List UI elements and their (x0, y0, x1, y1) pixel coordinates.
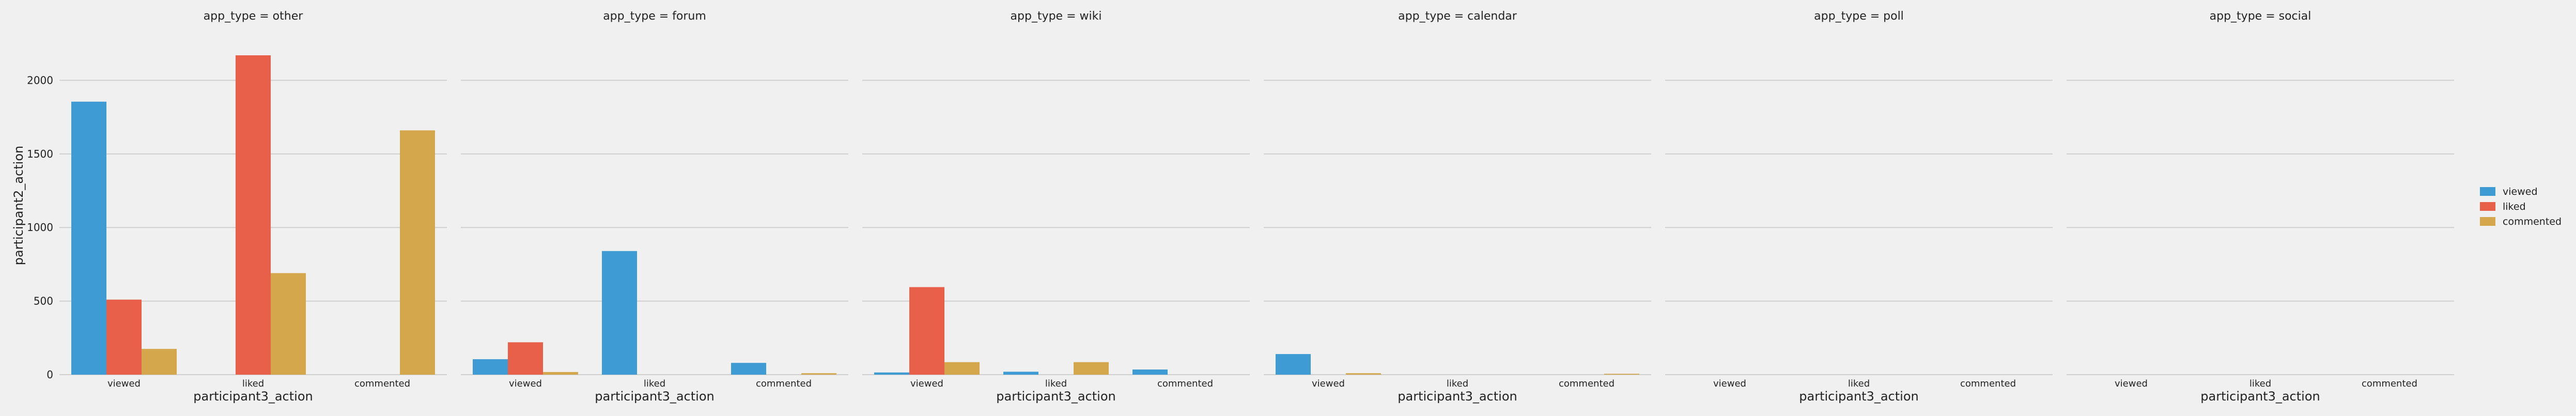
bar (142, 349, 177, 375)
legend-label: viewed (2503, 186, 2538, 197)
y-axis-label: participant2_action (11, 146, 26, 265)
bar (508, 342, 543, 375)
facet-title: app_type = poll (1814, 10, 1904, 23)
x-tick-label: viewed (509, 378, 542, 389)
facet-title: app_type = calendar (1398, 10, 1517, 23)
legend-swatch (2480, 217, 2495, 226)
y-tick-label: 0 (46, 368, 53, 381)
bar (731, 363, 766, 375)
bar (1276, 354, 1311, 375)
facet-title: app_type = wiki (1011, 10, 1102, 23)
x-tick-label: liked (644, 378, 665, 389)
facet-title: app_type = social (2210, 10, 2311, 23)
bar (602, 251, 637, 375)
facet-title: app_type = forum (603, 10, 706, 23)
x-tick-label: viewed (1312, 378, 1345, 389)
bar (1346, 373, 1381, 375)
bar (909, 287, 944, 375)
bar (473, 359, 508, 375)
legend-label: liked (2503, 201, 2526, 212)
x-tick-label: liked (1848, 378, 1870, 389)
x-axis-label: participant3_action (2200, 389, 2320, 404)
bar (71, 101, 106, 375)
x-tick-label: viewed (1713, 378, 1746, 389)
bar (236, 55, 271, 375)
bar (944, 362, 980, 375)
bar (874, 372, 909, 375)
y-tick-label: 2000 (27, 74, 53, 86)
x-tick-label: liked (2249, 378, 2271, 389)
bar (801, 373, 836, 375)
x-tick-label: liked (1045, 378, 1067, 389)
bar (106, 299, 142, 375)
x-axis-label: participant3_action (996, 389, 1115, 404)
bar (1604, 374, 1639, 375)
x-axis-label: participant3_action (193, 389, 313, 404)
x-axis-label: participant3_action (1799, 389, 1918, 404)
bar (1132, 369, 1168, 375)
x-tick-label: viewed (2115, 378, 2148, 389)
x-axis-label: participant3_action (595, 389, 714, 404)
legend-swatch (2480, 187, 2495, 196)
x-tick-label: liked (1447, 378, 1468, 389)
x-tick-label: commented (1559, 378, 1615, 389)
x-tick-label: commented (354, 378, 410, 389)
legend-swatch (2480, 202, 2495, 211)
y-tick-label: 1500 (27, 148, 53, 160)
bar (400, 130, 435, 375)
bar (543, 372, 578, 375)
bar (1003, 372, 1038, 375)
x-tick-label: commented (756, 378, 812, 389)
x-tick-label: commented (1960, 378, 2016, 389)
x-axis-label: participant3_action (1398, 389, 1517, 404)
legend-label: commented (2503, 216, 2562, 227)
x-tick-label: commented (2362, 378, 2417, 389)
x-tick-label: commented (1157, 378, 1213, 389)
x-tick-label: viewed (107, 378, 141, 389)
y-tick-label: 500 (34, 295, 53, 307)
y-tick-label: 1000 (27, 221, 53, 234)
bar (1074, 362, 1109, 375)
bar (271, 273, 306, 375)
facet-title: app_type = other (204, 10, 304, 23)
x-tick-label: liked (242, 378, 264, 389)
x-tick-label: viewed (910, 378, 943, 389)
